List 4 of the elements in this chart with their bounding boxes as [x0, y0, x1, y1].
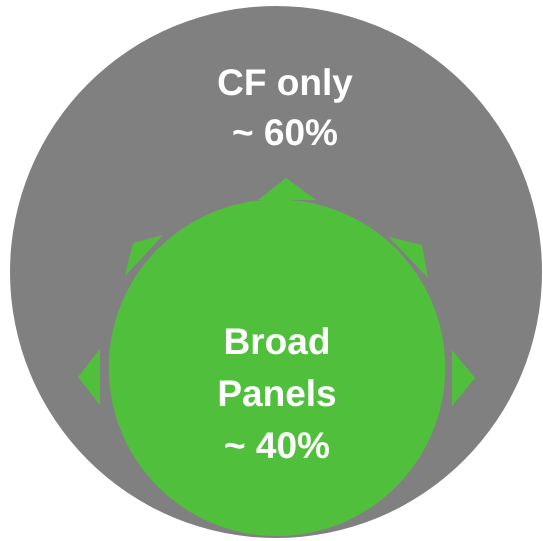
data-label: ~ 60% [232, 112, 338, 153]
data-label: ~ 40% [224, 425, 330, 466]
category-label: CF only [217, 62, 354, 103]
category-label: Broad Panels [217, 321, 337, 414]
